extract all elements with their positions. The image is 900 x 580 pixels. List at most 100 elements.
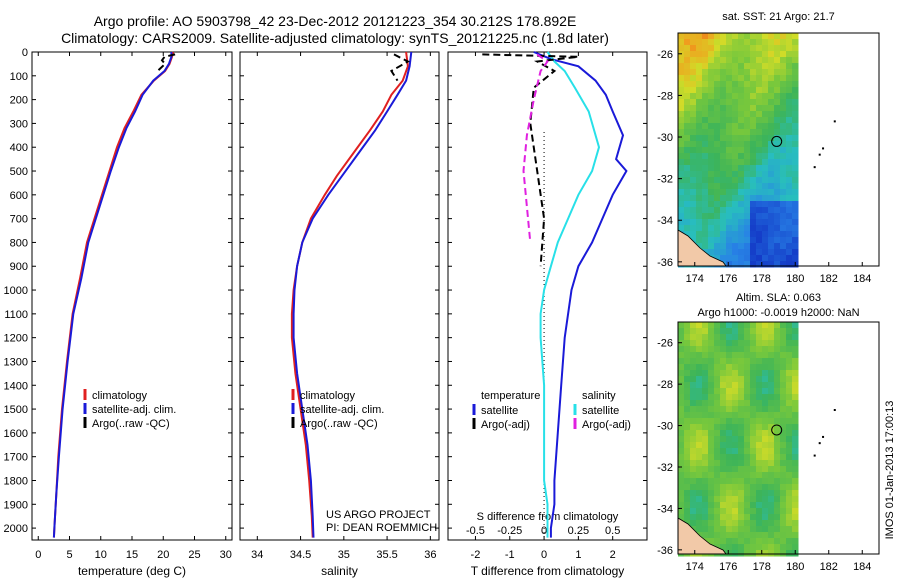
map-cell	[702, 189, 709, 196]
map-cell	[720, 129, 727, 136]
map-cell	[744, 99, 751, 106]
map-cell	[726, 111, 733, 118]
map-cell	[714, 394, 721, 401]
map-cell	[762, 502, 769, 509]
map-cell	[762, 57, 769, 64]
map-cell	[714, 237, 721, 244]
map-cell	[756, 382, 763, 389]
map-cell	[774, 111, 781, 118]
map-cell	[684, 189, 691, 196]
map-cell	[708, 87, 715, 94]
map-cell	[720, 364, 727, 371]
x-axis-label: temperature (deg C)	[78, 564, 186, 578]
map-cell	[780, 334, 787, 341]
map-cell	[774, 442, 781, 449]
x-tick-label: 174	[686, 273, 704, 285]
map-cell	[768, 442, 775, 449]
map-cell	[756, 490, 763, 497]
map-cell	[708, 225, 715, 232]
map-cell	[684, 424, 691, 431]
map-cell	[696, 219, 703, 226]
map-cell	[738, 388, 745, 395]
map-cell	[696, 496, 703, 503]
map-cell	[702, 171, 709, 178]
map-cell	[786, 111, 793, 118]
map-cell	[702, 45, 709, 52]
map-cell	[732, 394, 739, 401]
map-cell	[774, 352, 781, 359]
map-cell	[750, 201, 757, 208]
map-cell	[696, 69, 703, 76]
map-cell	[762, 51, 769, 58]
map-cell	[690, 352, 697, 359]
map-cell	[708, 496, 715, 503]
map-cell	[768, 39, 775, 46]
island-marker	[813, 454, 816, 457]
map-cell	[774, 496, 781, 503]
map-cell	[714, 189, 721, 196]
map-cell	[732, 460, 739, 467]
map-cell	[738, 69, 745, 76]
map-cell	[720, 448, 727, 455]
map-cell	[714, 111, 721, 118]
map-cell	[726, 45, 733, 52]
map-cell	[726, 141, 733, 148]
map-cell	[690, 334, 697, 341]
map-cell	[738, 147, 745, 154]
map-cell	[708, 135, 715, 142]
map-cell	[780, 111, 787, 118]
map-cell	[756, 394, 763, 401]
map-cell	[738, 165, 745, 172]
map-cell	[696, 93, 703, 100]
map-cell	[756, 352, 763, 359]
map-cell	[696, 466, 703, 473]
map-cell	[744, 177, 751, 184]
map-cell	[792, 544, 799, 551]
series-line-s-satellite	[539, 51, 601, 538]
map-cell	[744, 207, 751, 214]
map-cell	[732, 237, 739, 244]
map-cell	[732, 340, 739, 347]
map-cell	[786, 135, 793, 142]
map-cell	[684, 502, 691, 509]
map-cell	[774, 105, 781, 112]
map-cell	[768, 382, 775, 389]
map-cell	[696, 231, 703, 238]
map-cell	[768, 123, 775, 130]
map-cell	[684, 442, 691, 449]
map-cell	[696, 346, 703, 353]
map-cell	[792, 532, 799, 539]
map-cell	[738, 412, 745, 419]
map-cell	[702, 165, 709, 172]
map-cell	[762, 334, 769, 341]
map-cell	[750, 171, 757, 178]
map-cell	[768, 550, 775, 557]
map-cell	[756, 454, 763, 461]
legend-label: satellite	[481, 405, 518, 417]
map-cell	[768, 502, 775, 509]
map-cell	[756, 63, 763, 70]
map-cell	[714, 388, 721, 395]
map-cell	[786, 490, 793, 497]
map-cell	[750, 255, 757, 262]
profile-panel-3: -2 -1 0 1 2T difference from climatology-0.5…	[447, 51, 648, 578]
map-cell	[756, 255, 763, 262]
map-cell	[720, 45, 727, 52]
map-cell	[780, 117, 787, 124]
map-cell	[696, 376, 703, 383]
map-cell	[732, 93, 739, 100]
map-cell	[720, 466, 727, 473]
map-cell	[780, 141, 787, 148]
map-cell	[678, 484, 685, 491]
map-cell	[732, 430, 739, 437]
map-cell	[780, 75, 787, 82]
map-cell	[690, 171, 697, 178]
map-cell	[708, 129, 715, 136]
map-cell	[792, 69, 799, 76]
map-cell	[756, 478, 763, 485]
map-cell	[708, 484, 715, 491]
map-cell	[786, 358, 793, 365]
map-cell	[726, 328, 733, 335]
x-tick-label: 178	[753, 273, 771, 285]
map-cell	[756, 33, 763, 40]
